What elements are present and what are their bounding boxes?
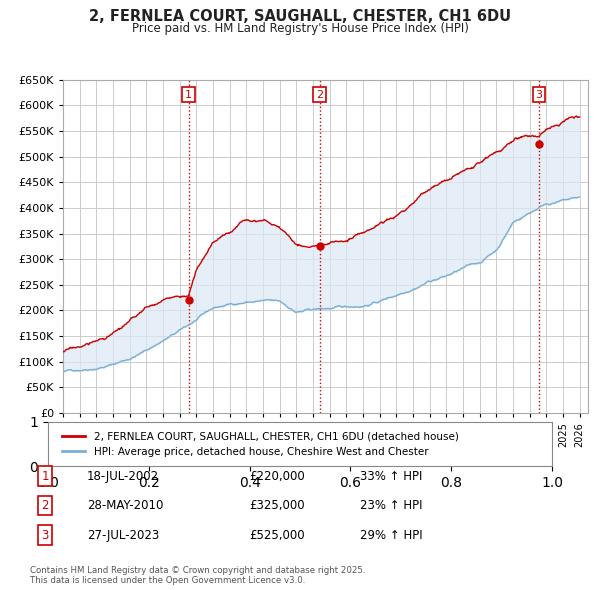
Text: 2, FERNLEA COURT, SAUGHALL, CHESTER, CH1 6DU: 2, FERNLEA COURT, SAUGHALL, CHESTER, CH1… — [89, 9, 511, 24]
Text: £525,000: £525,000 — [249, 529, 305, 542]
Text: £325,000: £325,000 — [249, 499, 305, 512]
Text: Contains HM Land Registry data © Crown copyright and database right 2025.
This d: Contains HM Land Registry data © Crown c… — [30, 566, 365, 585]
Legend: 2, FERNLEA COURT, SAUGHALL, CHESTER, CH1 6DU (detached house), HPI: Average pric: 2, FERNLEA COURT, SAUGHALL, CHESTER, CH1… — [58, 427, 463, 461]
Text: 2: 2 — [41, 499, 49, 512]
Text: 18-JUL-2002: 18-JUL-2002 — [87, 470, 159, 483]
Text: 1: 1 — [185, 90, 192, 100]
Text: 33% ↑ HPI: 33% ↑ HPI — [360, 470, 422, 483]
Text: 3: 3 — [41, 529, 49, 542]
Text: 27-JUL-2023: 27-JUL-2023 — [87, 529, 159, 542]
Text: 2: 2 — [316, 90, 323, 100]
Text: Price paid vs. HM Land Registry's House Price Index (HPI): Price paid vs. HM Land Registry's House … — [131, 22, 469, 35]
Text: 1: 1 — [41, 470, 49, 483]
Text: 29% ↑ HPI: 29% ↑ HPI — [360, 529, 422, 542]
Text: 28-MAY-2010: 28-MAY-2010 — [87, 499, 163, 512]
Text: 3: 3 — [536, 90, 542, 100]
Text: £220,000: £220,000 — [249, 470, 305, 483]
Text: 23% ↑ HPI: 23% ↑ HPI — [360, 499, 422, 512]
